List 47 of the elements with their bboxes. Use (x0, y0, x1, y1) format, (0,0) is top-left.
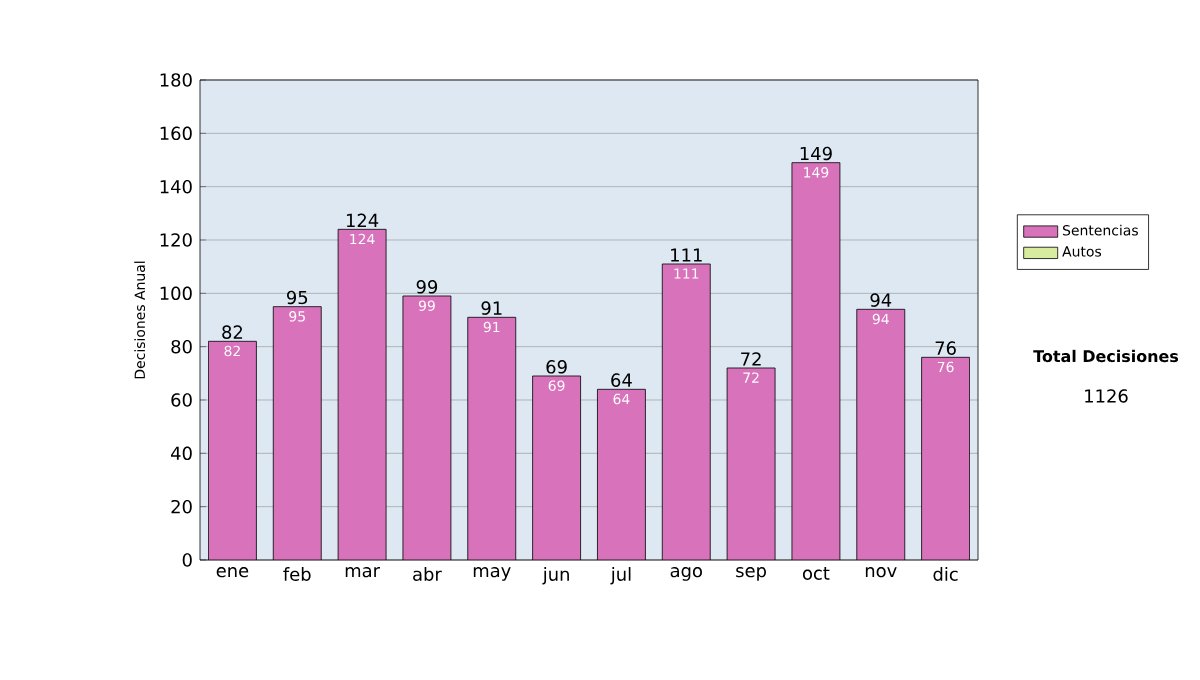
x-tick-label: feb (283, 567, 311, 581)
y-tick-label: 40 (171, 446, 192, 461)
total-label: 124 (346, 213, 379, 227)
y-tick-label: 140 (160, 179, 192, 194)
total-label: 95 (286, 290, 308, 305)
x-tick-label: jun (542, 567, 569, 585)
bar (856, 309, 905, 560)
x-tick-label: dic (933, 567, 958, 581)
total-label: 111 (671, 248, 702, 262)
x-tick-label: nov (865, 567, 897, 578)
y-tick-label: 120 (160, 233, 192, 247)
bar (338, 229, 387, 560)
total-label: 94 (870, 293, 892, 307)
bar (532, 375, 581, 560)
x-tick-label: oct (802, 567, 830, 580)
x-tick-label: may (473, 567, 511, 581)
x-tick-label: ene (216, 567, 249, 578)
y-tick-label: 60 (171, 393, 192, 407)
bar (662, 263, 711, 560)
total-label: 91 (481, 301, 502, 315)
y-tick-label: 20 (171, 499, 192, 514)
bar (597, 389, 646, 560)
x-tick-label: ago (670, 567, 702, 581)
y-tick-label: 160 (160, 126, 192, 141)
y-tick-label: 180 (160, 73, 192, 87)
total-label: 99 (416, 280, 438, 294)
text: 1126 (1085, 389, 1128, 403)
bar (208, 341, 257, 560)
bar (921, 356, 970, 560)
x-tick-label: jul (610, 567, 631, 585)
bar (467, 317, 516, 560)
bar (727, 367, 776, 560)
total-label: 72 (741, 352, 761, 366)
x-tick-label: abr (413, 567, 442, 581)
total-label: 64 (611, 373, 632, 387)
x-tick-label: mar (345, 567, 381, 578)
y-tick-label: 100 (160, 286, 192, 301)
total-label: 76 (935, 341, 956, 355)
x-tick-label: sep (736, 567, 766, 581)
bar (402, 295, 451, 560)
total-label: 69 (546, 360, 567, 374)
y-tick-label: 0 (182, 553, 192, 567)
total-label: 82 (222, 325, 243, 339)
bar (791, 162, 840, 560)
total-label: 149 (800, 146, 832, 161)
bar (273, 306, 322, 560)
y-tick-label: 80 (171, 339, 192, 354)
